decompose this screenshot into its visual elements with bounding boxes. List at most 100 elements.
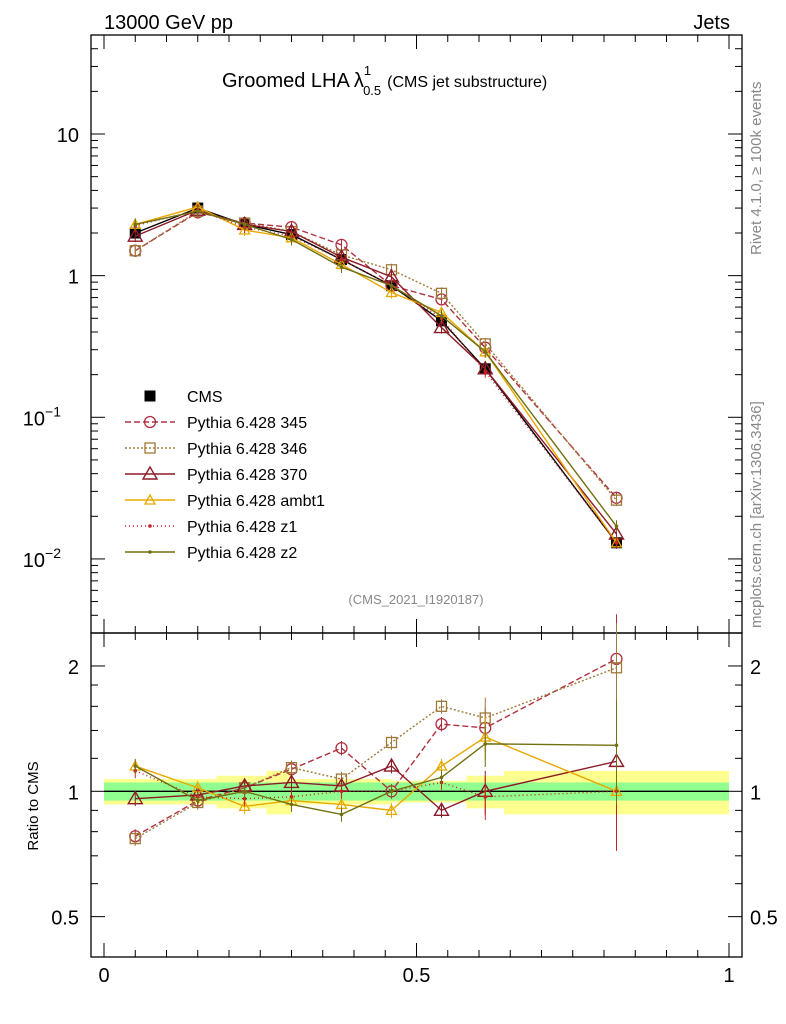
legend-marker bbox=[143, 493, 157, 505]
ratio-point bbox=[435, 759, 448, 771]
ratio-point bbox=[435, 700, 448, 712]
ratio-point bbox=[339, 812, 344, 817]
analysis-id: (CMS_2021_I1920187) bbox=[348, 592, 483, 607]
mcplots-label: mcplots.cern.ch [arXiv:1306.3436] bbox=[748, 401, 765, 628]
legend-label: Pythia 6.428 z2 bbox=[187, 545, 297, 562]
data-point bbox=[195, 209, 200, 214]
data-point bbox=[289, 237, 294, 242]
legend-marker bbox=[144, 390, 156, 402]
ratio-point bbox=[483, 795, 488, 799]
ratio-point bbox=[483, 742, 488, 746]
ratio-point bbox=[389, 789, 394, 794]
legend-marker bbox=[143, 415, 157, 429]
legend-label: CMS bbox=[187, 389, 223, 406]
ratio-point bbox=[614, 743, 619, 748]
x-tick-label: 0 bbox=[98, 965, 109, 987]
legend-label: Pythia 6.428 ambt1 bbox=[187, 493, 325, 510]
legend-marker bbox=[144, 442, 156, 454]
ratio-point bbox=[285, 761, 298, 774]
ratio-series-z2 bbox=[133, 700, 619, 822]
title-suffix: (CMS jet substructure) bbox=[387, 74, 547, 91]
ratio-y-tick-label: 1 bbox=[68, 782, 79, 804]
data-point bbox=[614, 540, 619, 545]
main-frame bbox=[90, 34, 743, 634]
legend-marker bbox=[141, 465, 159, 480]
category-label: Jets bbox=[693, 12, 730, 34]
data-point bbox=[133, 222, 138, 227]
legend: CMS Pythia 6.428 345 Pythia 6.428 346 Pythi… bbox=[125, 389, 325, 562]
legend-item-ambt1: Pythia 6.428 ambt1 bbox=[125, 493, 325, 510]
legend-marker bbox=[148, 524, 152, 528]
data-point bbox=[435, 287, 448, 299]
series-line bbox=[134, 209, 618, 535]
rivet-label: Rivet 4.1.0, ≥ 100k events bbox=[748, 82, 765, 255]
ratio-point bbox=[339, 789, 344, 794]
main-panel: 10 1 10−1 10−2 bbox=[23, 34, 743, 634]
ratio-panel: 2 2 1 1 0.5 0.5 0 0.5 1 bbox=[51, 614, 778, 987]
legend-item-p345: Pythia 6.428 345 bbox=[125, 415, 307, 432]
title-sup: 1 bbox=[364, 63, 371, 78]
ratio-y-tick-label: 0.5 bbox=[51, 908, 79, 930]
legend-item-z2: Pythia 6.428 z2 bbox=[125, 545, 297, 562]
legend-item-p370: Pythia 6.428 370 bbox=[125, 465, 307, 484]
legend-item-cms: CMS bbox=[144, 389, 223, 406]
series-p345 bbox=[129, 206, 623, 504]
legend-item-z1: Pythia 6.428 z1 bbox=[125, 519, 297, 536]
plot-title: Groomed LHA λ1 0.5 (CMS jet substructure) bbox=[222, 63, 547, 98]
y-tick-label: 1 bbox=[68, 267, 79, 289]
title-lambda: λ bbox=[354, 70, 364, 92]
data-point bbox=[129, 245, 141, 257]
ratio-point bbox=[610, 662, 623, 674]
data-point bbox=[483, 349, 488, 354]
ratio-point bbox=[238, 800, 251, 812]
data-point bbox=[238, 223, 251, 235]
legend-label: Pythia 6.428 370 bbox=[187, 467, 307, 484]
ratio-point bbox=[435, 717, 448, 731]
ratio-point bbox=[335, 741, 348, 755]
ratio-y-tick-label-right: 0.5 bbox=[750, 908, 778, 930]
legend-label: Pythia 6.428 z1 bbox=[187, 519, 297, 536]
ratio-point bbox=[242, 789, 247, 794]
legend-label: Pythia 6.428 346 bbox=[187, 441, 307, 458]
ratio-point bbox=[127, 790, 144, 805]
y-tick-label: 10 bbox=[57, 125, 79, 147]
ratio-point bbox=[283, 774, 300, 789]
data-point bbox=[439, 314, 444, 318]
data-point bbox=[433, 319, 450, 334]
data-point bbox=[339, 257, 344, 262]
ratio-point bbox=[439, 775, 444, 780]
data-point bbox=[339, 265, 344, 269]
ratio-point bbox=[433, 801, 450, 817]
x-tick-label: 0.5 bbox=[403, 965, 431, 987]
ratio-point bbox=[289, 802, 294, 807]
ratio-y-tick-label-right: 2 bbox=[750, 657, 761, 679]
y-tick-label: 10−1 bbox=[23, 403, 61, 430]
energy-label: 13000 GeV pp bbox=[104, 12, 233, 34]
ratio-point bbox=[289, 795, 294, 799]
series-z2 bbox=[133, 205, 619, 533]
y-tick-label: 10−2 bbox=[23, 545, 61, 572]
title-sub: 0.5 bbox=[363, 83, 381, 98]
ratio-point bbox=[195, 798, 200, 803]
data-point bbox=[483, 369, 488, 374]
data-point bbox=[385, 286, 398, 298]
title-main: Groomed LHA bbox=[222, 70, 350, 92]
series-p346 bbox=[129, 205, 623, 507]
legend-label: Pythia 6.428 345 bbox=[187, 415, 307, 432]
data-point bbox=[614, 524, 619, 529]
ratio-point bbox=[385, 736, 398, 749]
series-p370 bbox=[127, 201, 625, 540]
ratio-point bbox=[385, 804, 398, 816]
ratio-ylabel: Ratio to CMS bbox=[25, 761, 42, 850]
ratio-point bbox=[383, 757, 400, 772]
ratio-point bbox=[133, 764, 138, 768]
legend-marker bbox=[148, 550, 152, 554]
ratio-y-tick-label: 2 bbox=[68, 657, 79, 679]
data-point bbox=[242, 222, 247, 227]
ratio-point bbox=[129, 832, 141, 845]
data-point bbox=[127, 227, 144, 242]
x-tick-label: 1 bbox=[723, 965, 734, 987]
legend-item-p346: Pythia 6.428 346 bbox=[125, 441, 307, 458]
ratio-y-tick-label-right: 1 bbox=[750, 782, 761, 804]
